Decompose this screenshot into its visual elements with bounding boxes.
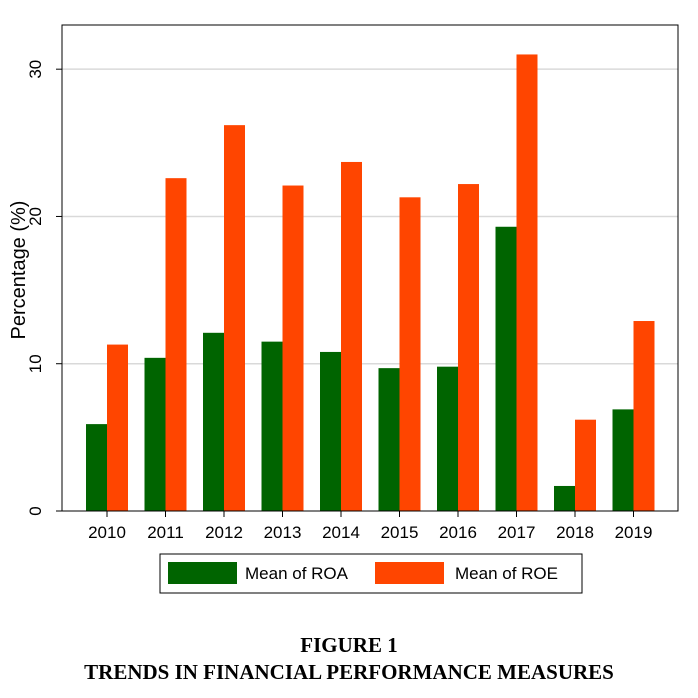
bar-roa bbox=[86, 424, 107, 511]
x-tick-label: 2017 bbox=[498, 523, 536, 542]
bar-roe bbox=[575, 419, 596, 511]
legend-label-roe: Mean of ROE bbox=[455, 564, 558, 583]
plot-frame bbox=[61, 24, 679, 512]
grid-lines bbox=[62, 68, 678, 365]
x-tick-label: 2014 bbox=[322, 523, 360, 542]
legend-label-roa: Mean of ROA bbox=[245, 564, 349, 583]
legend-swatch-roa bbox=[168, 562, 237, 584]
legend-swatch-roe bbox=[375, 562, 444, 584]
bar-roa bbox=[320, 351, 341, 511]
x-tick-label: 2018 bbox=[556, 523, 594, 542]
y-tick-label: 20 bbox=[26, 207, 45, 226]
figure-caption-title: TRENDS IN FINANCIAL PERFORMANCE MEASURES bbox=[84, 660, 614, 684]
y-tick-label: 10 bbox=[26, 354, 45, 373]
bar-roe bbox=[224, 125, 245, 512]
bar-roe bbox=[516, 54, 538, 512]
bar-roe bbox=[282, 185, 304, 511]
bar-roa bbox=[203, 332, 224, 511]
bar-roa bbox=[437, 366, 458, 511]
bar-roe bbox=[633, 321, 655, 511]
legend: Mean of ROA Mean of ROE bbox=[159, 553, 583, 594]
bar-roe bbox=[165, 178, 187, 511]
bar-roa bbox=[261, 341, 283, 511]
bar-roa bbox=[144, 357, 166, 511]
y-axis-label: Percentage (%) bbox=[8, 201, 30, 340]
y-tick-label: 30 bbox=[26, 60, 45, 79]
bar-roa bbox=[612, 409, 634, 511]
bars bbox=[86, 54, 655, 512]
figure-caption-number: FIGURE 1 bbox=[300, 633, 398, 657]
x-tick-label: 2015 bbox=[381, 523, 419, 542]
x-tick-label: 2011 bbox=[147, 523, 184, 542]
bar-roe bbox=[458, 184, 479, 511]
bar-roa bbox=[495, 226, 517, 511]
x-tick-label: 2010 bbox=[88, 523, 126, 542]
x-tick-label: 2013 bbox=[264, 523, 302, 542]
x-tick-label: 2019 bbox=[615, 523, 653, 542]
axes: 0 10 20 30 2010 2011 2012 2013 2014 2015 2016 2017 2… bbox=[26, 24, 679, 542]
y-tick-label: 0 bbox=[26, 506, 45, 515]
bar-roa bbox=[378, 368, 400, 511]
x-tick-label: 2016 bbox=[439, 523, 477, 542]
bar-roe bbox=[399, 197, 421, 512]
bar-roe bbox=[107, 344, 128, 511]
bar-roe bbox=[341, 161, 362, 512]
bar-roa bbox=[554, 485, 575, 511]
x-tick-label: 2012 bbox=[205, 523, 243, 542]
